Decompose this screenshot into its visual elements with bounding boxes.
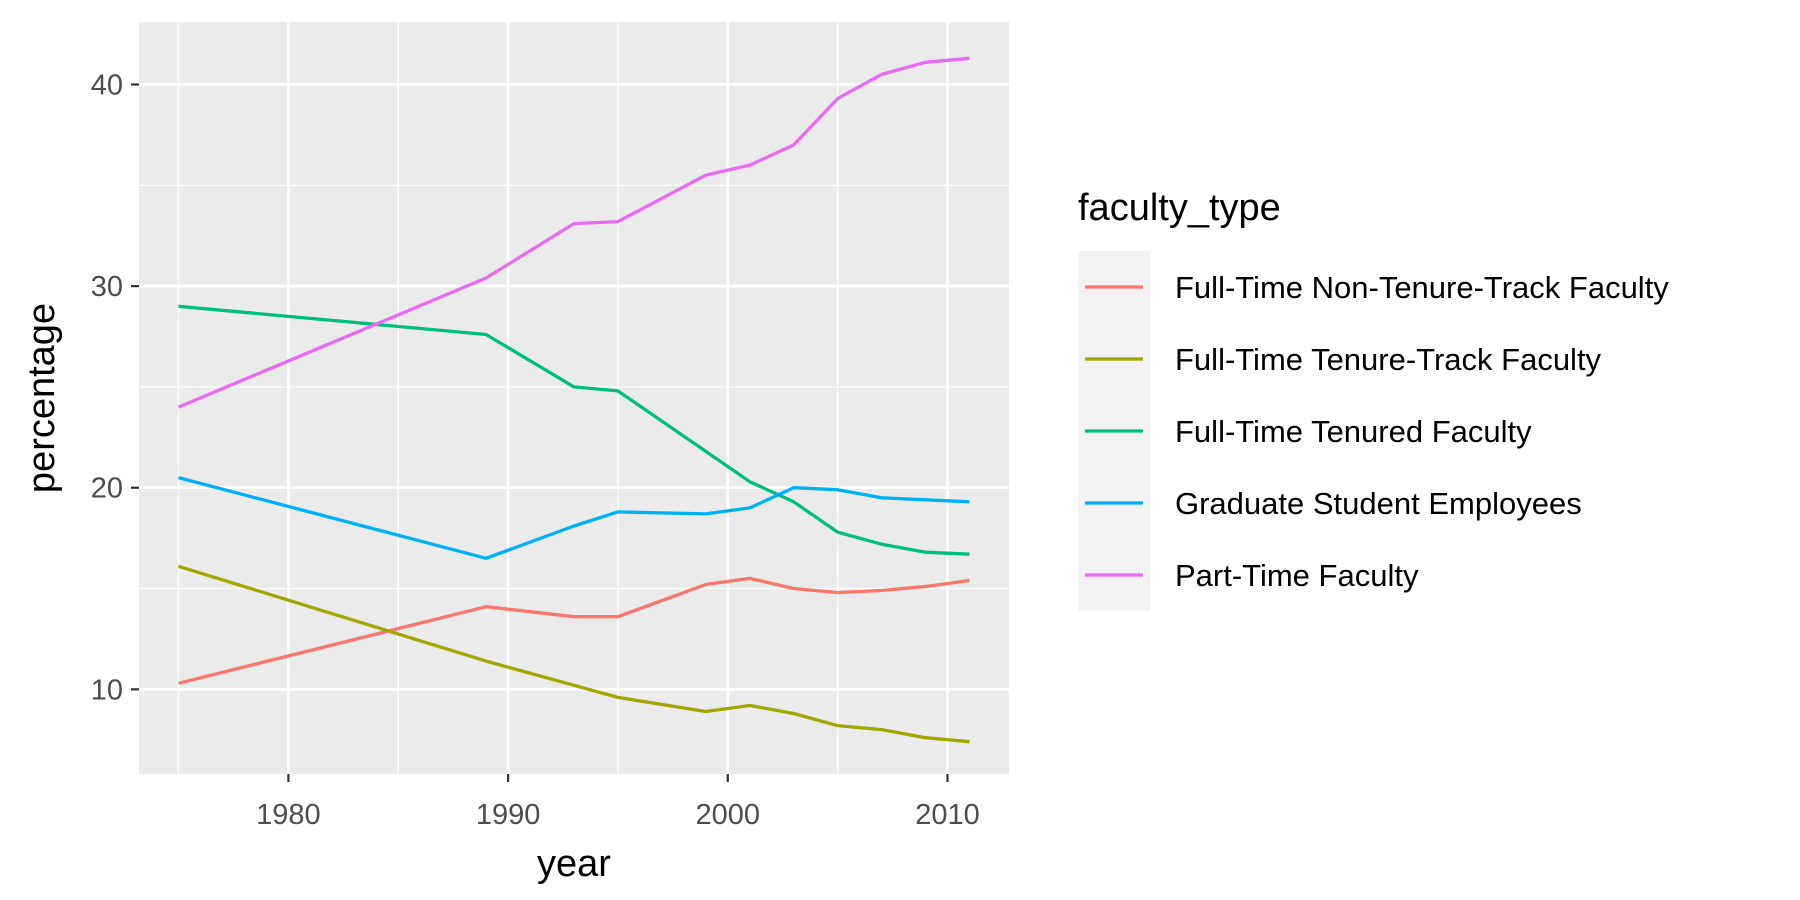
y-tick-label: 10 bbox=[91, 674, 123, 706]
y-axis-title: percentage bbox=[21, 303, 63, 493]
x-tick-label: 2000 bbox=[696, 799, 761, 831]
x-tick-label: 1990 bbox=[476, 799, 541, 831]
legend-title: faculty_type bbox=[1078, 187, 1281, 229]
legend-label: Part-Time Faculty bbox=[1175, 558, 1419, 593]
series-line bbox=[178, 576, 970, 685]
x-axis-title: year bbox=[537, 843, 611, 885]
legend-label: Full-Time Non-Tenure-Track Faculty bbox=[1175, 270, 1669, 305]
legend-label: Full-Time Tenure-Track Faculty bbox=[1175, 342, 1602, 377]
series-line bbox=[177, 56, 970, 409]
x-axis: 1980 1990 2000 2010 bbox=[256, 774, 980, 831]
legend-items: Full-Time Non-Tenure-Track Faculty Full-T… bbox=[1085, 270, 1669, 593]
y-tick-label: 30 bbox=[91, 271, 123, 303]
y-tick-label: 20 bbox=[91, 473, 123, 505]
legend-label: Graduate Student Employees bbox=[1175, 486, 1582, 521]
major-gridlines bbox=[139, 22, 1009, 774]
series-line bbox=[178, 476, 970, 560]
series-lines bbox=[177, 56, 970, 744]
x-tick-label: 2010 bbox=[915, 799, 980, 831]
plot-panel bbox=[139, 22, 1009, 774]
series-line bbox=[178, 304, 970, 556]
legend-label: Full-Time Tenured Faculty bbox=[1175, 414, 1532, 449]
x-tick-label: 1980 bbox=[256, 799, 321, 831]
y-axis: 10 20 30 40 bbox=[91, 69, 139, 706]
series-line bbox=[178, 564, 970, 744]
y-tick-label: 40 bbox=[91, 69, 123, 101]
legend: faculty_type Full-Time Non-Tenure-Track … bbox=[1078, 187, 1669, 611]
